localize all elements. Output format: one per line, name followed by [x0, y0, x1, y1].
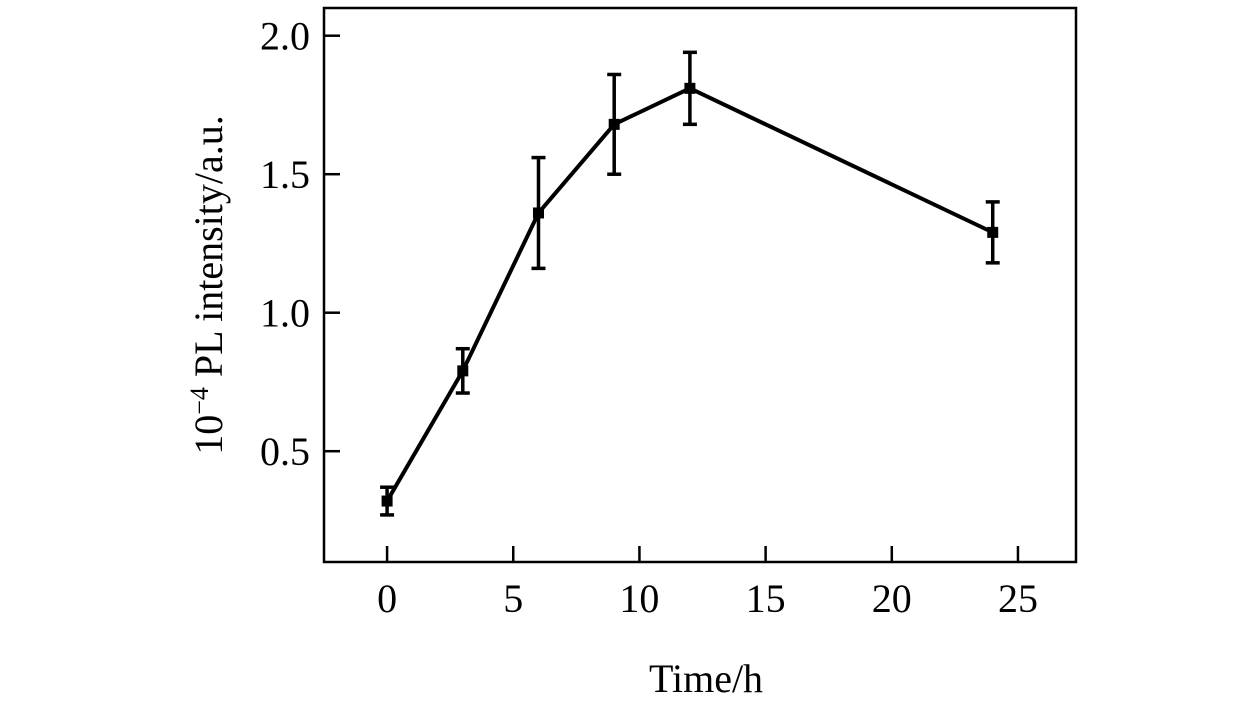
series-layer — [380, 50, 1000, 517]
y-axis-label-prefix: 10 — [186, 415, 231, 455]
data-point — [608, 118, 620, 130]
y-tick-label: 0.5 — [260, 429, 310, 474]
x-tick-label: 25 — [998, 576, 1038, 621]
x-tick-label: 10 — [619, 576, 659, 621]
y-tick-label: 1.5 — [260, 152, 310, 197]
x-tick-label: 20 — [872, 576, 912, 621]
data-point — [457, 365, 469, 377]
data-point — [684, 82, 696, 94]
y-tick-label: 1.0 — [260, 291, 310, 336]
data-point — [532, 207, 544, 219]
x-axis-label: Time/h — [649, 656, 763, 701]
x-axis-ticks: 0 5 10 15 20 25 — [377, 546, 1038, 621]
y-axis-ticks: 0.5 1.0 1.5 2.0 — [260, 14, 340, 474]
series-line — [385, 86, 994, 503]
y-axis-label-text: PL intensity/a.u. — [186, 115, 231, 387]
plot-frame — [322, 6, 1078, 564]
x-tick-label: 5 — [503, 576, 523, 621]
y-axis-label-exponent: −4 — [185, 387, 214, 415]
y-axis-label: 10−4 PL intensity/a.u. — [185, 115, 231, 455]
data-point — [381, 495, 393, 507]
x-tick-label: 15 — [746, 576, 786, 621]
data-point — [987, 226, 999, 238]
x-tick-label: 0 — [377, 576, 397, 621]
y-tick-label: 2.0 — [260, 14, 310, 59]
